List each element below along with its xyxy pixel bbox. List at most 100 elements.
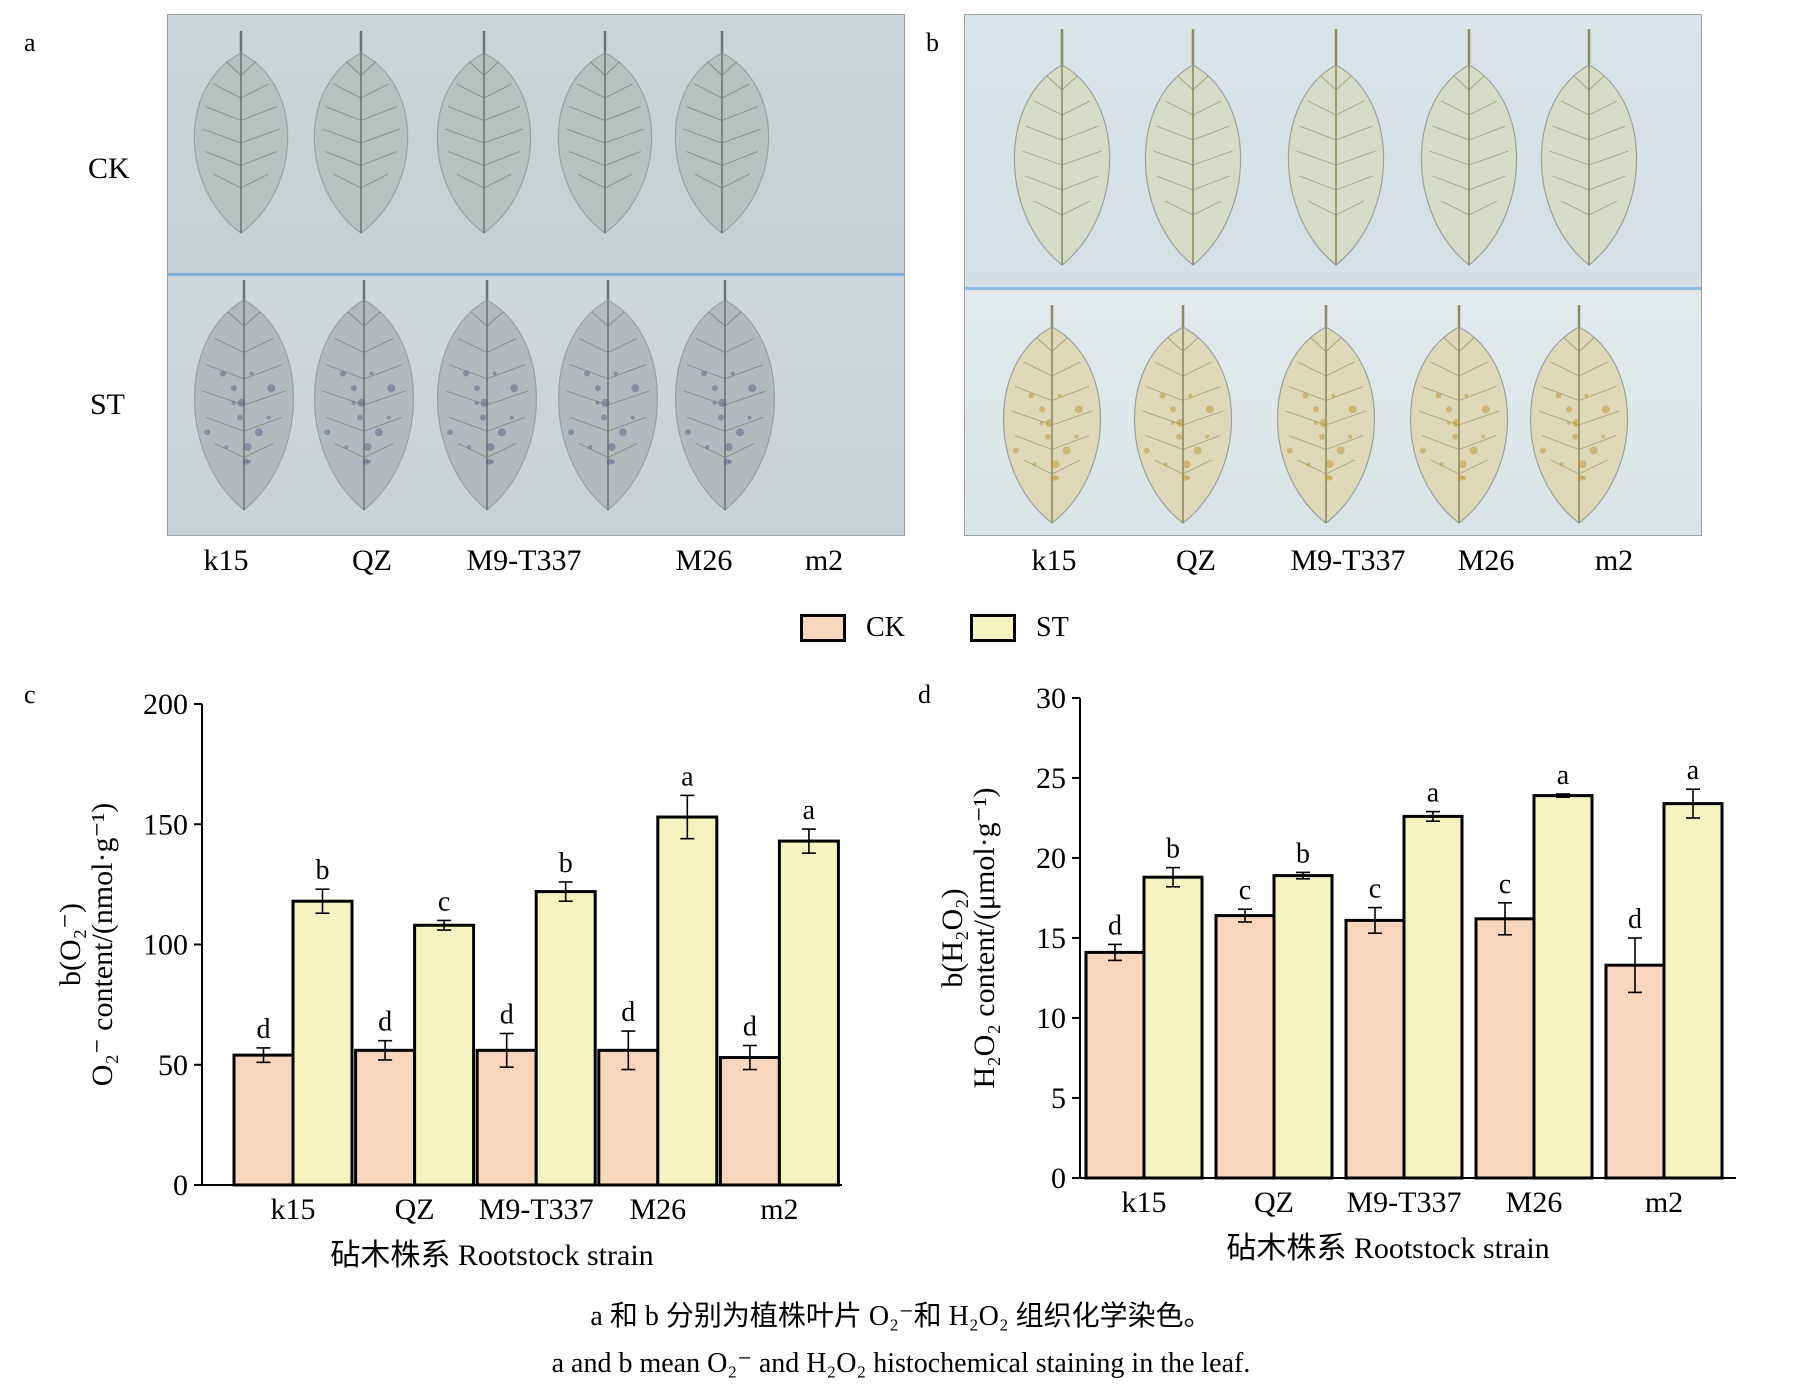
y-tick-label: 25	[1036, 762, 1066, 795]
significance-letter: c	[1239, 875, 1251, 906]
photo-a-strain-label: m2	[804, 544, 844, 577]
y-tick-label: 15	[1036, 922, 1066, 955]
bar-ck	[1344, 918, 1406, 1180]
bar-st	[1532, 794, 1594, 1180]
error-bar	[1498, 902, 1512, 936]
significance-letter: b	[1296, 838, 1310, 869]
significance-letter: d	[500, 999, 514, 1030]
significance-letter: d	[621, 997, 635, 1028]
error-bar	[742, 1044, 757, 1071]
x-category-label: QZ	[395, 1193, 435, 1226]
error-bar	[1108, 943, 1122, 962]
x-category-label: M26	[629, 1193, 686, 1226]
significance-letter: d	[743, 1012, 757, 1043]
error-bar	[1368, 906, 1382, 935]
significance-letter: d	[378, 1007, 392, 1038]
x-axis-title: 砧木株系 Rootstock strain	[1226, 1232, 1549, 1265]
bar-ck	[1214, 914, 1276, 1180]
y-tick-label: 0	[173, 1169, 188, 1202]
x-category-label: M9-T337	[1347, 1186, 1462, 1219]
bar-st	[1142, 875, 1204, 1180]
photo-divider	[168, 273, 904, 276]
leaf-image	[1287, 29, 1385, 266]
error-bar	[1426, 810, 1440, 822]
row-label-ck: CK	[88, 152, 130, 185]
leaf-image	[558, 280, 658, 511]
legend-swatch-st	[970, 614, 1016, 642]
bar-st	[534, 890, 597, 1187]
leaf-image	[675, 280, 775, 511]
legend-swatch-ck	[800, 614, 846, 642]
x-axis-title: 砧木株系 Rootstock strain	[330, 1239, 653, 1272]
bar-ck	[718, 1056, 781, 1187]
significance-letter: a	[1427, 778, 1440, 809]
leaf-image	[437, 280, 537, 511]
y-tick-label: 100	[143, 929, 188, 962]
leaf-image	[1003, 305, 1101, 524]
bar-ck	[1604, 963, 1666, 1180]
y-axis-title-symbol: b(O₂⁻)	[54, 903, 87, 986]
leaf-image	[1144, 29, 1242, 266]
y-tick-label: 10	[1036, 1002, 1066, 1035]
y-tick-label: 0	[1051, 1162, 1066, 1195]
error-bar	[1166, 866, 1180, 888]
error-bar	[315, 888, 330, 915]
error-bar	[621, 1030, 636, 1071]
panel-letter-c: c	[24, 680, 36, 709]
significance-letter: a	[803, 795, 816, 826]
photo-divider	[965, 287, 1701, 290]
photo-a-strain-label: M9-T337	[466, 544, 582, 577]
photo-panel-b	[964, 14, 1702, 536]
panel-letter-d: d	[918, 680, 931, 709]
x-category-label: QZ	[1254, 1186, 1294, 1219]
bar-st	[1272, 874, 1334, 1180]
significance-letter: a	[1687, 755, 1700, 786]
y-axis-title: H₂O₂ content/(μmol·g⁻¹)	[968, 788, 1001, 1089]
significance-letter: c	[1369, 874, 1381, 905]
leaf-image	[314, 280, 414, 511]
error-bar	[437, 919, 452, 931]
leaf-image	[436, 31, 532, 234]
error-bar	[1296, 871, 1310, 880]
error-bar	[1686, 788, 1700, 819]
error-bar	[378, 1039, 393, 1061]
bar-ck	[1474, 917, 1536, 1180]
photo-b-strain-label: M9-T337	[1290, 544, 1406, 577]
leaf-image	[1410, 305, 1508, 524]
bar-ck	[354, 1048, 417, 1187]
bar-st	[656, 815, 719, 1187]
y-tick-label: 200	[143, 688, 188, 721]
error-bar	[1556, 793, 1570, 798]
x-category-label: m2	[1645, 1186, 1683, 1219]
bar-ck	[475, 1048, 538, 1187]
leaf-images-a	[193, 31, 775, 511]
x-category-label: k15	[1122, 1186, 1167, 1219]
error-bar	[1628, 937, 1642, 994]
photo-b-strain-label: QZ	[1176, 544, 1216, 577]
bar-ck	[597, 1048, 660, 1187]
leaf-image	[1420, 29, 1518, 266]
significance-letter: a	[1557, 760, 1570, 791]
significance-letter: d	[257, 1014, 271, 1045]
leaf-image	[557, 31, 653, 234]
photo-a-strain-label: k15	[203, 544, 249, 577]
significance-letter: b	[316, 855, 330, 886]
x-category-label: M9-T337	[479, 1193, 594, 1226]
legend-label-ck: CK	[866, 612, 905, 643]
y-tick-label: 20	[1036, 842, 1066, 875]
y-tick-label: 30	[1036, 682, 1066, 715]
panel-letter-a: a	[24, 28, 36, 57]
leaf-image	[1540, 29, 1638, 266]
error-bar	[801, 828, 816, 854]
significance-letter: d	[1628, 904, 1642, 935]
error-bar	[680, 794, 695, 840]
bar-st	[777, 839, 840, 1187]
bar-st	[291, 899, 354, 1187]
significance-letter: a	[681, 761, 694, 792]
caption-chinese: a 和 b 分别为植株叶片 O₂⁻和 H₂O₂ 组织化学染色。	[590, 1301, 1212, 1332]
x-category-label: k15	[271, 1193, 316, 1226]
chart-legend: CK ST	[0, 612, 1802, 648]
photo-b-strain-label: M26	[1457, 544, 1515, 577]
significance-letter: b	[559, 848, 573, 879]
significance-letter: d	[1108, 910, 1122, 941]
